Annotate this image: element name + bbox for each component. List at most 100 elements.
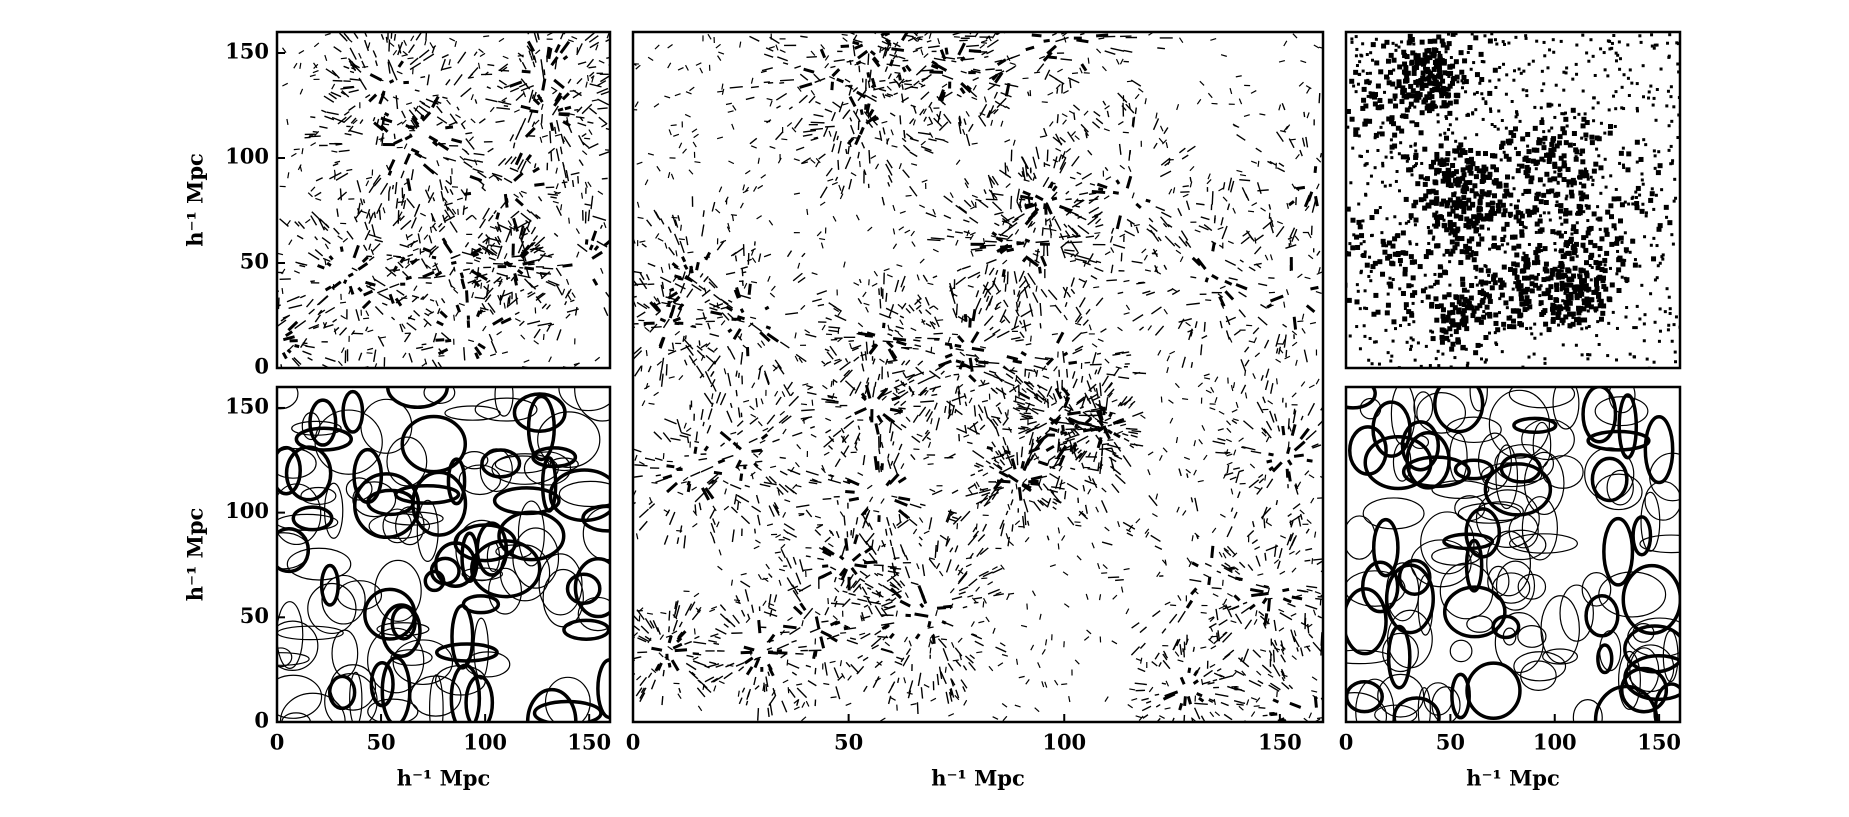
vector (1185, 200, 1191, 211)
vector (1334, 755, 1336, 760)
vector (663, 535, 669, 545)
vector (655, 310, 661, 316)
vector (368, 243, 372, 250)
vector (901, 24, 904, 27)
vector (846, 478, 860, 487)
vector (421, 293, 429, 301)
vector (976, 274, 981, 279)
vector (1039, 323, 1042, 329)
vector (1085, 593, 1089, 600)
vector (550, 86, 557, 91)
vector (855, 517, 859, 525)
vector (497, 223, 511, 231)
vector (859, 0, 864, 7)
vector (1281, 425, 1286, 436)
vector (1232, 552, 1238, 558)
contour (544, 676, 591, 722)
vector (917, 672, 922, 686)
vector (928, 138, 937, 142)
vector (874, 381, 877, 387)
vector (928, 305, 934, 310)
vector (759, 331, 771, 343)
vector (1024, 165, 1028, 177)
vector (887, 570, 900, 574)
vector (1340, 125, 1342, 129)
vector (1094, 267, 1104, 273)
vector (714, 635, 721, 640)
vector (1296, 647, 1299, 652)
vector (1325, 338, 1330, 345)
vector (660, 266, 664, 273)
vector (1187, 667, 1192, 674)
vector (1068, 408, 1073, 413)
vector (382, 207, 386, 214)
vector (1292, 760, 1297, 770)
vector (1044, 357, 1051, 360)
vector (1217, 293, 1224, 298)
vector (1130, 443, 1144, 447)
vector (999, 244, 1013, 249)
vector (392, 96, 399, 100)
vector (738, 666, 745, 672)
contour (542, 568, 584, 628)
vector (786, 5, 791, 13)
vector (996, 330, 1010, 339)
contour (277, 601, 304, 670)
vector (326, 111, 339, 116)
vector (649, 496, 653, 504)
vector (962, 0, 965, 12)
vector (994, 211, 1004, 216)
vector (971, 96, 978, 101)
vector (409, 57, 419, 66)
vector (889, 407, 904, 414)
vector (1126, 528, 1132, 533)
vector (650, 679, 657, 690)
vector (750, 249, 755, 256)
vector (541, 78, 547, 91)
vector (880, 463, 884, 471)
vector (699, 273, 704, 278)
vector (507, 220, 512, 226)
vector (451, 137, 463, 144)
contour (367, 698, 419, 722)
vector (1318, 267, 1321, 274)
vector (893, 569, 900, 577)
vector (1139, 326, 1145, 331)
vector (1374, 775, 1380, 782)
vector (765, 47, 774, 52)
vector (1109, 235, 1114, 243)
vector (1025, 401, 1035, 407)
vector (713, 470, 723, 476)
vector (748, 437, 758, 444)
vector (565, 120, 573, 134)
vector (1328, 756, 1332, 763)
vector (802, 568, 813, 572)
vector (1240, 384, 1247, 395)
contour (479, 448, 513, 493)
vector (985, 295, 990, 302)
vector (437, 308, 441, 315)
vector (407, 257, 410, 264)
vector (884, 66, 889, 73)
vector (1169, 417, 1174, 424)
vector (1009, 62, 1016, 66)
vector (884, 32, 891, 37)
vector (646, 219, 653, 227)
vector (805, 664, 812, 668)
vector (1275, 131, 1284, 143)
vector (1290, 629, 1296, 643)
vector (488, 244, 502, 248)
vector (1265, 545, 1279, 552)
vector (1280, 535, 1287, 539)
vector (281, 47, 287, 53)
vector (1097, 462, 1100, 471)
vector (1223, 598, 1228, 605)
vector (1118, 376, 1130, 380)
vector (1049, 472, 1060, 480)
vector (486, 287, 494, 296)
vector (513, 171, 524, 182)
vector (965, 111, 970, 117)
vector (1177, 318, 1185, 330)
vector (800, 35, 808, 38)
vector (964, 655, 974, 664)
